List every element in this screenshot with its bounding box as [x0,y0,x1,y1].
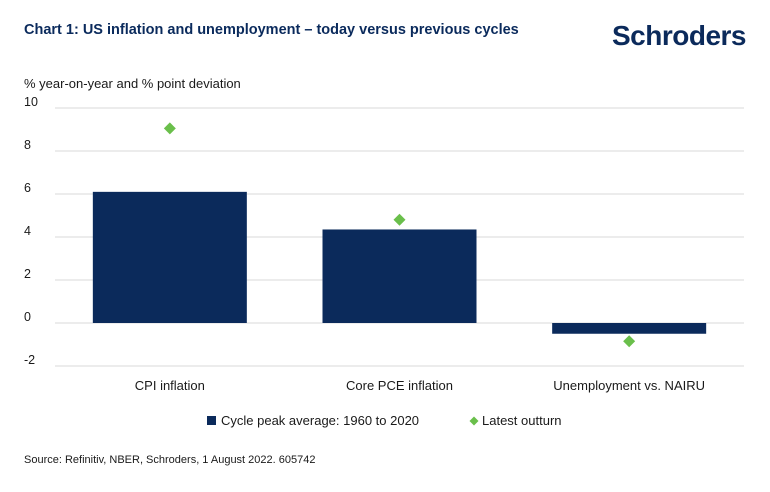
x-category-label: Unemployment vs. NAIRU [553,378,705,393]
x-category-label: CPI inflation [135,378,205,393]
legend-swatch-diamond [469,416,479,426]
bar [322,229,477,323]
y-tick-label: -2 [24,353,35,367]
y-tick-label: 2 [24,267,31,281]
y-tick-label: 10 [24,95,38,109]
diamond-marker [393,213,406,226]
diamond-marker [163,122,176,135]
diamond-marker [623,335,636,348]
legend-label-diamond: Latest outturn [482,413,562,428]
x-category-label: Core PCE inflation [346,378,453,393]
bar [92,191,247,323]
legend-swatch-bar [207,416,216,425]
y-tick-label: 6 [24,181,31,195]
bar [552,323,707,334]
y-tick-label: 8 [24,138,31,152]
y-tick-label: 0 [24,310,31,324]
y-axis-label: % year-on-year and % point deviation [24,76,241,91]
source-note: Source: Refinitiv, NBER, Schroders, 1 Au… [24,454,316,466]
legend-label-bar: Cycle peak average: 1960 to 2020 [221,413,419,428]
y-tick-label: 4 [24,224,31,238]
schroders-logo: Schroders [612,20,747,51]
chart-title: Chart 1: US inflation and unemployment –… [24,22,519,38]
